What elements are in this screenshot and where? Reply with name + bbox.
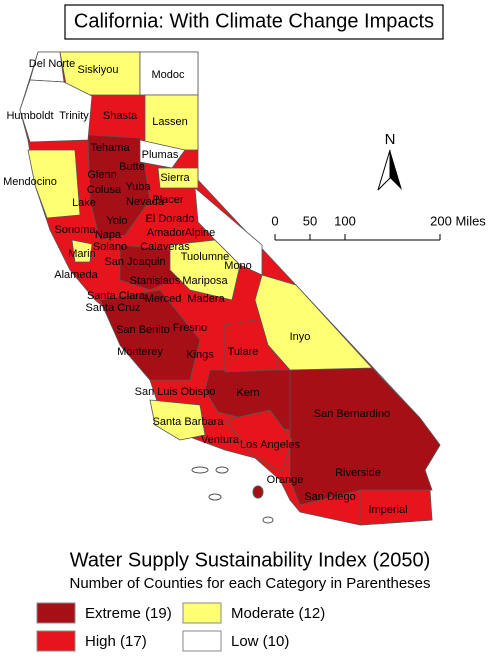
county-label: Tulare [228, 346, 259, 358]
county-label: Mendocino [3, 176, 57, 188]
county-label: Mariposa [182, 275, 228, 287]
scale-bar: 0 50 100 200 Miles [271, 213, 486, 241]
county-label: San Luis Obispo [135, 386, 216, 398]
county-label: Plumas [142, 149, 179, 161]
region [27, 149, 81, 219]
county-label: Humboldt [6, 110, 53, 122]
legend: Extreme (19) Moderate (12) High (17) Low (1… [36, 602, 325, 652]
scale-label: 50 [303, 213, 317, 228]
county-label: Butte [119, 161, 145, 173]
county-label: Calaveras [140, 241, 190, 253]
county-label: Placer [152, 194, 184, 206]
county-label: Marin [68, 248, 96, 260]
county-label: San Diego [304, 491, 355, 503]
county-label: Imperial [368, 504, 407, 516]
scale-label: 200 Miles [430, 213, 486, 228]
legend-label: Extreme (19) [85, 605, 172, 622]
county-label: Kern [236, 387, 259, 399]
county-label: Lassen [152, 116, 187, 128]
county-label: San Benito [116, 324, 170, 336]
county-label: Merced [145, 293, 182, 305]
california-map [19, 51, 441, 526]
county-label: Colusa [87, 184, 122, 196]
arrow-half [390, 150, 402, 190]
region [87, 134, 151, 241]
region [224, 409, 293, 473]
region [157, 167, 199, 189]
county-label: Fresno [173, 322, 207, 334]
county-label: Tehama [90, 142, 130, 154]
county-label: Modoc [151, 69, 185, 81]
region [144, 94, 199, 151]
county-label: Solano [93, 241, 127, 253]
county-label: Del Norte [29, 58, 75, 70]
region [359, 489, 433, 526]
arrow-half [377, 149, 391, 191]
county-label: Kings [186, 349, 214, 361]
county-label: Ventura [201, 434, 240, 446]
legend-swatch [36, 630, 76, 652]
legend-swatch [36, 602, 76, 624]
county-label: Tuolumne [181, 251, 230, 263]
region [19, 79, 93, 143]
county-label: Los Angeles [240, 439, 300, 451]
county-label: Santa Clara [87, 290, 146, 302]
county-label: Shasta [103, 110, 138, 122]
county-label: San Joaquin [104, 256, 165, 268]
legend-swatch [182, 602, 222, 624]
region [289, 367, 441, 506]
legend-subtitle: Number of Counties for each Category in … [69, 575, 430, 592]
scale-label: 100 [334, 213, 356, 228]
region [254, 274, 373, 371]
county-label: Trinity [59, 110, 89, 122]
county-label: Sierra [160, 172, 190, 184]
island [208, 493, 222, 501]
county-label: Santa Barbara [153, 416, 225, 428]
county-label: Mono [224, 260, 252, 272]
region [169, 239, 241, 301]
county-label: Santa Cruz [85, 302, 140, 314]
scale-label: 0 [271, 213, 278, 228]
county-label: Alpine [185, 227, 216, 239]
county-label: Amador [147, 227, 186, 239]
county-label: Orange [267, 474, 304, 486]
county-label: Madera [187, 293, 225, 305]
legend-label: High (17) [85, 633, 147, 650]
county-labels: Del Norte Siskiyou Modoc Humboldt Trinity Sha… [3, 58, 407, 516]
county-label: Inyo [290, 331, 311, 343]
island [191, 466, 209, 474]
county-label: Siskiyou [78, 64, 119, 76]
county-label: Napa [95, 229, 122, 241]
legend-label: Moderate (12) [231, 605, 325, 622]
legend-swatch [182, 630, 222, 652]
island [262, 516, 274, 524]
region [71, 239, 93, 263]
county-label: Nevada [126, 196, 165, 208]
island [215, 466, 229, 474]
county-label: Monterey [117, 346, 163, 358]
region [99, 289, 201, 381]
county-label: El Dorado [146, 213, 195, 225]
island [252, 485, 264, 499]
county-label: Stanislaus [130, 275, 181, 287]
title-box [64, 4, 444, 40]
county-label: San Bernardino [314, 408, 390, 420]
county-label: Yuba [125, 181, 151, 193]
north-label: N [385, 131, 396, 148]
county-label: Glenn [87, 169, 116, 181]
county-label: Alameda [54, 269, 98, 281]
region [149, 399, 206, 441]
legend-title: Water Supply Sustainability Index (2050) [70, 549, 431, 571]
region [119, 244, 186, 291]
county-label: Yolo [106, 215, 127, 227]
title: California: With Climate Change Impacts [74, 10, 434, 32]
county-label: Sonoma [55, 224, 97, 236]
north-arrow: N [377, 131, 402, 191]
county-label: Lake [72, 197, 96, 209]
legend-label: Low (10) [231, 633, 289, 650]
county-label: Riverside [335, 467, 381, 479]
